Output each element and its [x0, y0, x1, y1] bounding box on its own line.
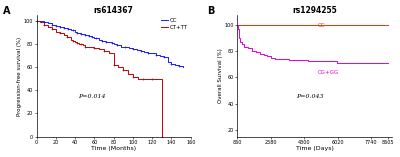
Text: A: A	[3, 6, 10, 16]
Text: CC: CC	[318, 23, 325, 28]
Text: B: B	[207, 6, 214, 16]
Text: P=0.043: P=0.043	[296, 94, 324, 99]
Text: CG+GG: CG+GG	[318, 70, 339, 75]
Title: rs614367: rs614367	[94, 5, 134, 15]
Y-axis label: Overall Survival (%): Overall Survival (%)	[218, 49, 223, 103]
Title: rs1294255: rs1294255	[292, 5, 337, 15]
Legend: CC, CT+TT: CC, CT+TT	[162, 18, 188, 30]
Y-axis label: Progression-free survival (%): Progression-free survival (%)	[17, 36, 22, 116]
X-axis label: Time (Months): Time (Months)	[91, 146, 136, 152]
X-axis label: Time (Days): Time (Days)	[296, 146, 334, 152]
Text: P=0.014: P=0.014	[78, 94, 106, 99]
